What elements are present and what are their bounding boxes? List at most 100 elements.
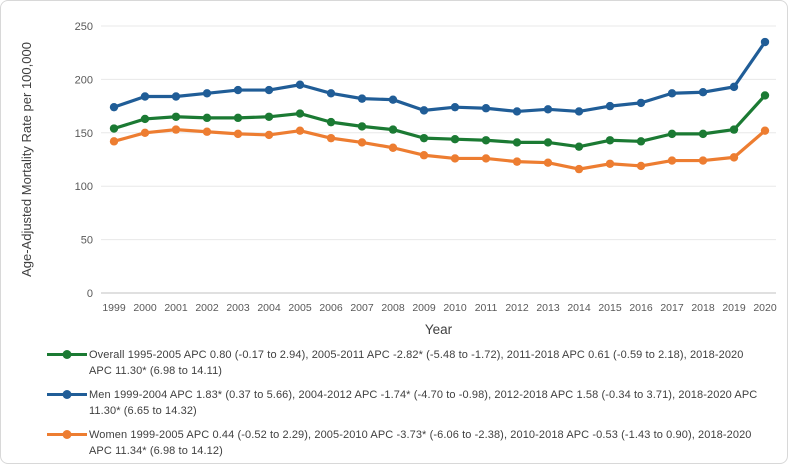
data-point-overall-2006 [326,117,336,127]
data-point-overall-2013 [543,138,553,147]
chart-legend: Overall 1995-2005 APC 0.80 (-0.17 to 2.9… [46,347,759,463]
legend-text-overall: Overall 1995-2005 APC 0.80 (-0.17 to 2.9… [89,349,744,377]
legend-item-women: Women 1999-2005 APC 0.44 (-0.52 to 2.29)… [46,427,759,459]
x-axis-title: Year [425,322,453,337]
x-tick-label: 2016 [629,302,653,314]
data-point-men-2020 [760,37,770,47]
data-point-women-2008 [388,143,398,152]
data-point-overall-2008 [388,125,398,134]
data-point-men-2015 [605,101,615,111]
data-point-men-2019 [729,82,739,92]
x-tick-label: 2009 [412,302,436,314]
data-point-overall-2018 [698,129,708,139]
data-point-overall-2012 [512,138,522,147]
data-point-overall-2004 [264,112,274,121]
data-point-women-2012 [512,157,522,166]
data-point-men-2000 [140,92,150,101]
data-point-overall-2005 [295,109,305,118]
data-point-overall-2001 [171,112,181,121]
data-point-men-2014 [574,107,584,116]
data-point-overall-2011 [481,136,491,145]
y-tick-label: 50 [81,235,93,247]
data-point-women-2006 [326,133,336,143]
x-tick-label: 2017 [660,302,684,314]
x-tick-label: 2013 [536,302,560,314]
data-point-women-2009 [419,151,429,160]
data-point-women-2003 [233,129,243,139]
x-tick-label: 2015 [598,302,622,314]
data-point-women-2001 [171,125,181,134]
x-tick-label: 2003 [226,302,250,314]
x-tick-label: 2005 [288,302,312,314]
data-point-women-2020 [760,126,770,135]
legend-marker-men-icon [47,390,87,399]
x-tick-label: 2020 [753,302,777,314]
data-point-women-2004 [264,130,274,140]
data-point-overall-2020 [760,91,770,100]
data-point-men-2010 [450,102,460,112]
data-point-men-2007 [357,94,367,103]
x-tick-label: 2000 [133,302,157,314]
data-point-women-2016 [636,161,646,171]
data-point-men-2009 [419,106,429,115]
data-point-overall-2019 [729,125,739,134]
y-tick-label: 0 [87,288,93,300]
y-axis-title: Age-Adjusted Mortality Rate per 100,000 [19,42,34,277]
legend-text-women: Women 1999-2005 APC 0.44 (-0.52 to 2.29)… [89,429,752,457]
data-point-overall-2017 [667,129,677,139]
data-point-women-2002 [202,127,212,136]
x-tick-label: 2008 [381,302,405,314]
x-tick-label: 2010 [443,302,467,314]
data-point-men-2003 [233,85,243,95]
data-point-overall-1999 [109,124,119,133]
data-point-women-2018 [698,156,708,165]
data-point-men-2017 [667,89,677,98]
x-tick-label: 1999 [102,302,126,314]
legend-marker-overall-icon [47,350,87,359]
data-point-men-2002 [202,89,212,98]
data-point-women-2019 [729,153,739,162]
x-tick-label: 2018 [691,302,715,314]
data-point-women-2005 [295,126,305,135]
legend-text-men: Men 1999-2004 APC 1.83* (0.37 to 5.66), … [89,389,758,417]
x-tick-label: 2019 [722,302,746,314]
data-point-men-2006 [326,89,336,98]
data-point-men-2013 [543,105,553,114]
data-point-women-2011 [481,154,491,163]
data-point-men-2005 [295,80,305,89]
data-point-men-2011 [481,104,491,113]
data-point-women-2010 [450,154,460,163]
data-point-men-2008 [388,95,398,104]
data-point-women-2000 [140,128,150,137]
y-tick-label: 150 [75,128,93,140]
data-point-women-2017 [667,156,677,165]
data-point-overall-2015 [605,136,615,145]
x-tick-label: 2012 [505,302,529,314]
data-point-men-2018 [698,88,708,97]
data-point-overall-2003 [233,113,243,123]
data-point-overall-2007 [357,122,367,131]
data-point-women-2007 [357,138,367,147]
x-tick-label: 2006 [319,302,343,314]
data-point-overall-2009 [419,133,429,143]
x-tick-label: 2014 [567,302,591,314]
x-tick-label: 2001 [164,302,188,314]
data-point-women-2014 [574,164,584,174]
legend-item-overall: Overall 1995-2005 APC 0.80 (-0.17 to 2.9… [46,347,759,379]
legend-marker-women-icon [47,430,87,439]
data-point-overall-2010 [450,135,460,144]
data-point-overall-2002 [202,113,212,123]
legend-item-men: Men 1999-2004 APC 1.83* (0.37 to 5.66), … [46,387,759,419]
chart-svg: 0 50 100 150 200 250 1999 2000 2001 2002 2003 2004 2… [19,21,777,337]
x-tick-label: 2004 [257,302,281,314]
series-line-women [112,127,767,171]
data-point-men-2004 [264,85,274,95]
data-point-men-1999 [109,102,119,112]
x-tick-label: 2002 [195,302,219,314]
data-point-overall-2014 [574,142,584,151]
data-point-women-2015 [605,159,615,168]
data-point-men-2016 [636,98,646,108]
data-point-overall-2016 [636,137,646,146]
data-point-men-2001 [171,92,181,101]
